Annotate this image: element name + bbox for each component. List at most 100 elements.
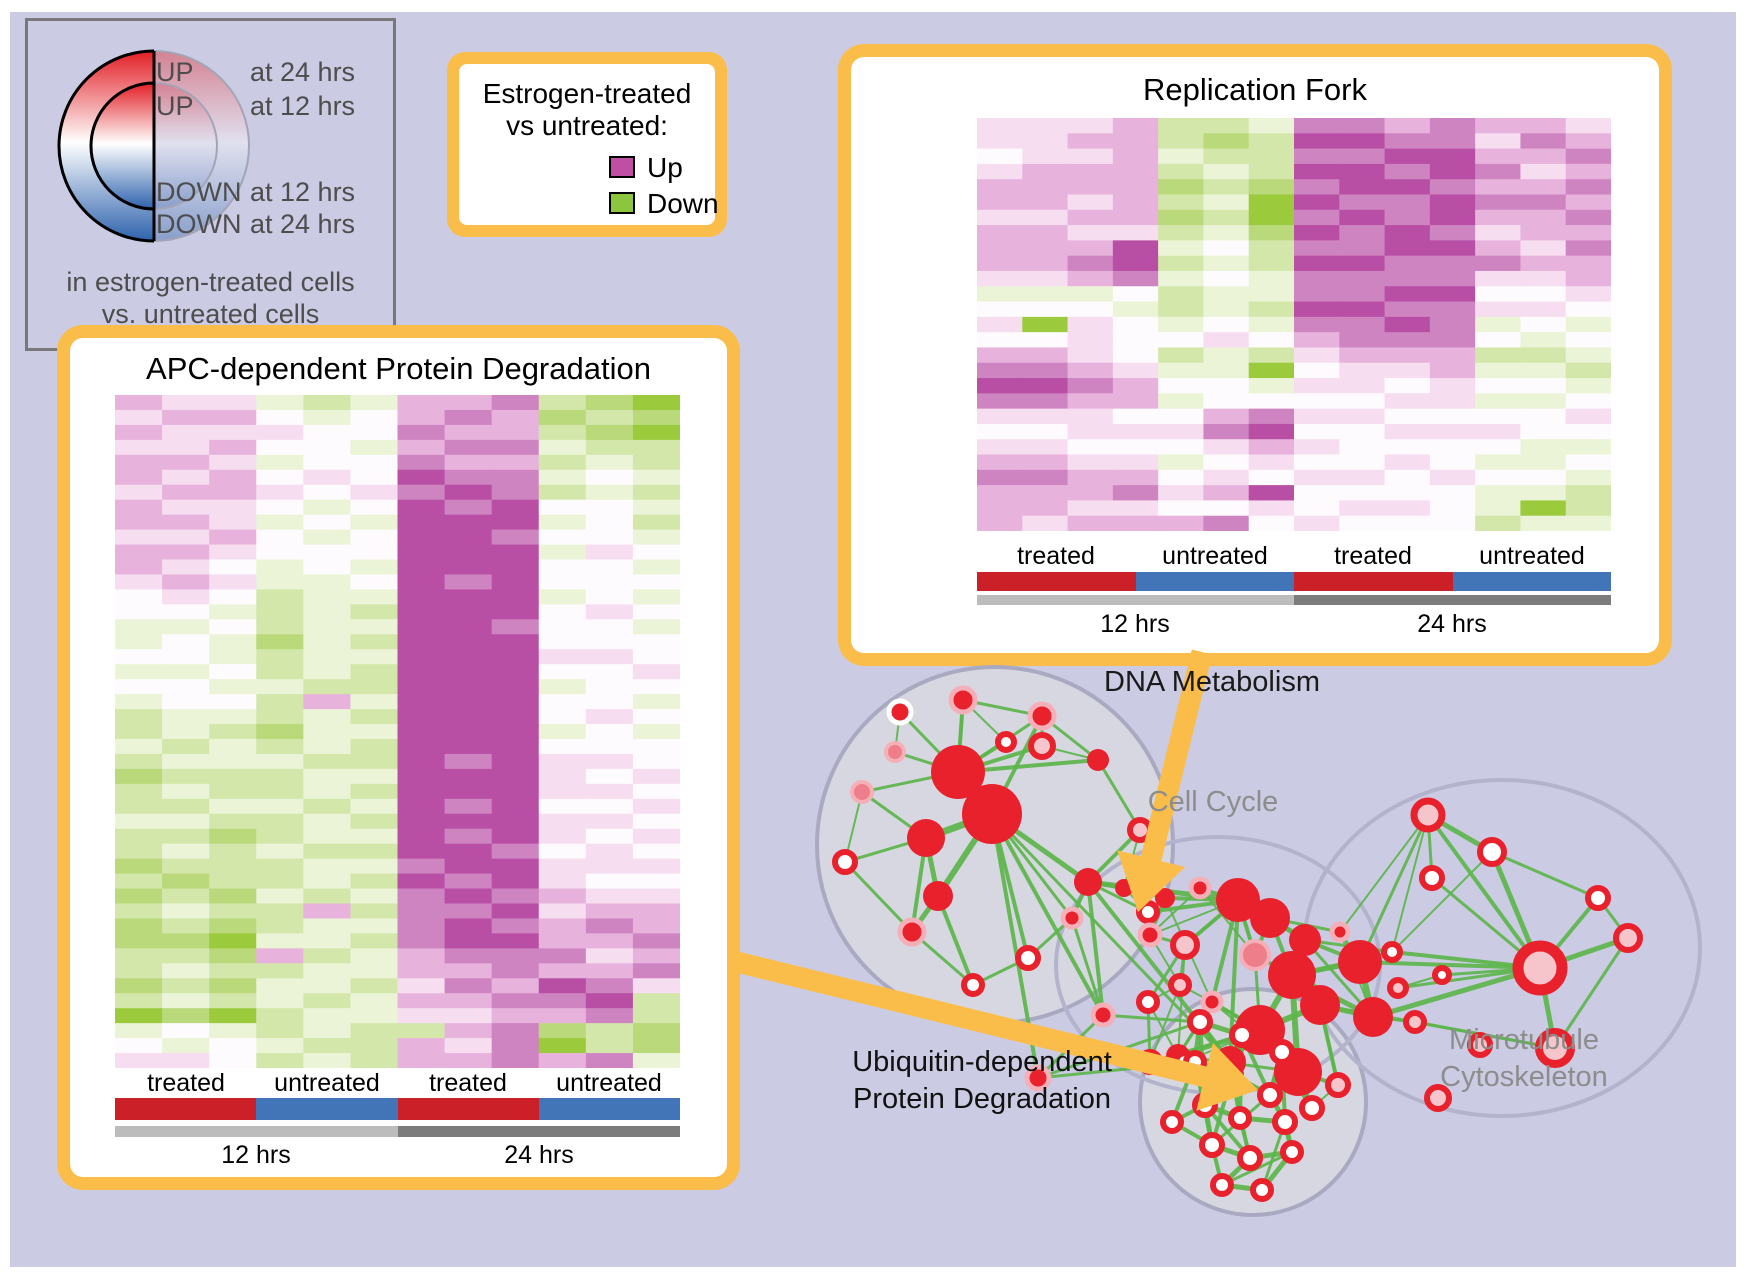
heatmap-cell	[1112, 454, 1159, 471]
heatmap-cell	[491, 963, 540, 979]
apc-group-label-2: untreated	[274, 1069, 380, 1097]
heatmap-cell	[115, 933, 163, 949]
heatmap-cell	[491, 619, 540, 635]
heatmap-cell	[538, 768, 587, 785]
heatmap-cell	[209, 559, 257, 575]
heatmap-cell	[632, 709, 680, 725]
heatmap-cell	[1429, 118, 1476, 134]
heatmap-cell	[1112, 179, 1159, 195]
heatmap-cell	[1158, 209, 1204, 226]
heatmap-cell	[1112, 270, 1159, 287]
heatmap-cell	[1112, 286, 1159, 303]
heatmap-cell	[1067, 194, 1114, 211]
heatmap-cell	[1565, 439, 1611, 456]
heatmap-cell	[444, 978, 493, 994]
heatmap-cell	[1475, 500, 1521, 517]
heatmap-cell	[444, 798, 493, 815]
heatmap-cell	[397, 499, 446, 516]
heatmap-cell	[209, 694, 257, 710]
heatmap-cell	[303, 873, 351, 890]
heatmap-cell	[303, 604, 351, 620]
heatmap-cell	[1429, 347, 1476, 364]
rf-group-label-3: treated	[1334, 542, 1412, 570]
heatmap-cell	[1475, 301, 1521, 318]
heatmap-cell	[538, 439, 587, 456]
heatmap-cell	[1384, 469, 1431, 486]
heatmap-cell	[256, 738, 304, 755]
heatmap-cell	[1158, 515, 1204, 531]
heatmap-cell	[1520, 332, 1567, 348]
heatmap-cell	[162, 395, 210, 411]
heatmap-cell	[350, 1023, 398, 1039]
heatmap-cell	[1203, 347, 1250, 364]
heatmap-cell	[632, 858, 680, 875]
heatmap-cell	[162, 499, 210, 516]
heatmap-cell	[350, 1038, 398, 1054]
heatmap-cell	[162, 933, 210, 949]
heatmap-cell	[115, 514, 163, 531]
heatmap-cell	[632, 1008, 680, 1024]
heatmap-cell	[444, 828, 493, 845]
heatmap-cell	[256, 469, 304, 486]
heatmap-cell	[162, 589, 210, 605]
heatmap-cell	[1203, 362, 1250, 379]
heatmap-cell	[632, 409, 680, 426]
heatmap-cell	[1565, 209, 1611, 226]
heatmap-cell	[1203, 255, 1250, 272]
heatmap-cell	[209, 664, 257, 680]
heatmap-cell	[1294, 485, 1340, 501]
heatmap-cell	[1067, 286, 1114, 303]
heatmap-cell	[1248, 286, 1295, 303]
heatmap-cell	[1294, 332, 1340, 348]
heatmap-cell	[162, 604, 210, 620]
heatmap-cell	[1520, 423, 1567, 440]
rf-group-label-1: treated	[1017, 542, 1095, 570]
time-bar-segment	[1294, 595, 1611, 605]
heatmap-cell	[1203, 408, 1250, 425]
heatmap-cell	[1294, 209, 1340, 226]
heatmap-cell	[1294, 408, 1340, 425]
heatmap-cell	[397, 1008, 446, 1024]
heatmap-cell	[162, 544, 210, 561]
heatmap-cell	[1203, 209, 1250, 226]
heatmap-cell	[1248, 393, 1295, 410]
heatmap-cell	[1429, 148, 1476, 165]
heatmap-cell	[1475, 378, 1521, 394]
heatmap-cell	[162, 664, 210, 680]
heatmap-cell	[1339, 209, 1386, 226]
heatmap-cell	[256, 783, 304, 800]
heatmap-cell	[538, 1023, 587, 1039]
heatmap-cell	[1384, 270, 1431, 287]
heatmap-cell	[538, 933, 587, 949]
heatmap-cell	[115, 783, 163, 800]
heatmap-cell	[303, 514, 351, 531]
heatmap-cell	[1294, 133, 1340, 150]
figure-background: UP at 24 hrs UP at 12 hrs DOWN at 12 hrs…	[10, 12, 1736, 1267]
heatmap-cell	[115, 1053, 163, 1068]
heatmap-cell	[162, 619, 210, 635]
heatmap-cell	[1067, 515, 1114, 531]
heatmap-cell	[303, 738, 351, 755]
heatmap-cell	[162, 679, 210, 695]
heatmap-cell	[1248, 500, 1295, 517]
heatmap-cell	[1294, 240, 1340, 257]
heatmap-cell	[1203, 316, 1250, 333]
heatmap-cell	[256, 978, 304, 994]
heatmap-cell	[585, 768, 634, 785]
heatmap-cell	[162, 858, 210, 875]
heatmap-cell	[585, 469, 634, 486]
heatmap-cell	[115, 903, 163, 919]
heatmap-cell	[1112, 408, 1159, 425]
heatmap-cell	[1429, 179, 1476, 195]
heatmap-cell	[1067, 362, 1114, 379]
heatmap-cell	[1112, 301, 1159, 318]
ring-label-down24: DOWN	[156, 209, 242, 239]
heatmap-cell	[585, 589, 634, 605]
heatmap-cell	[1475, 133, 1521, 150]
heatmap-cell	[491, 978, 540, 994]
heatmap-cell	[256, 664, 304, 680]
heatmap-cell	[256, 724, 304, 740]
heatmap-cell	[1475, 118, 1521, 134]
heatmap-cell	[1112, 515, 1159, 531]
heatmap-cell	[1384, 209, 1431, 226]
